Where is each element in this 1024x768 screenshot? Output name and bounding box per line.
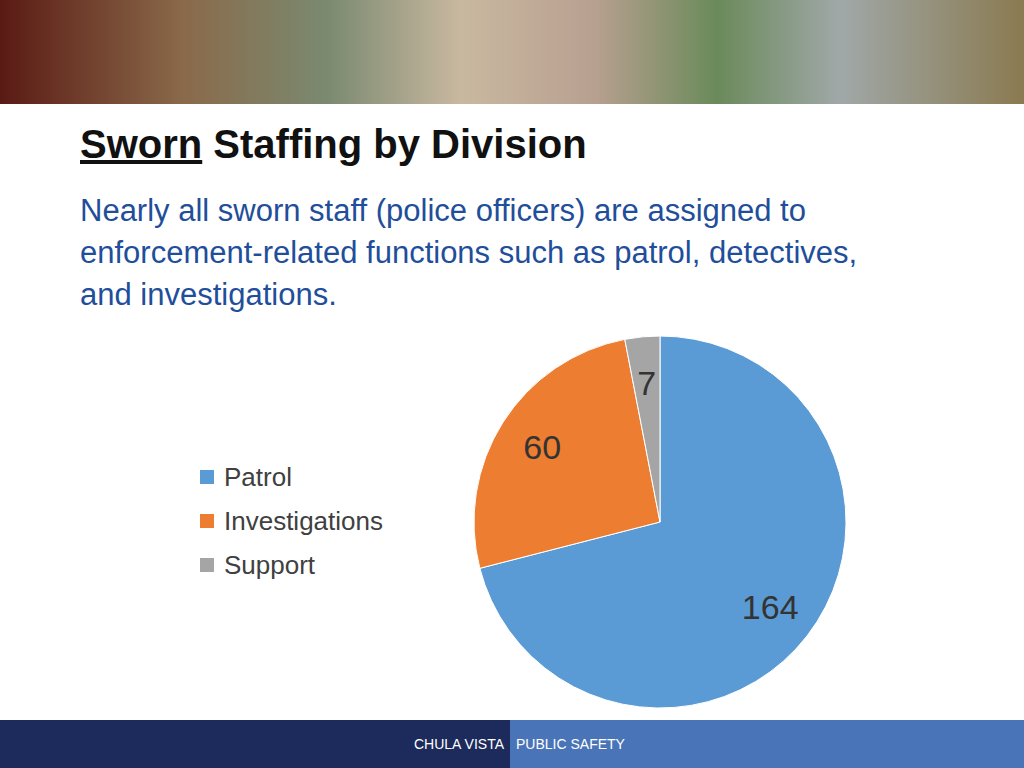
html-text:Investigations: Investigations bbox=[224, 505, 383, 536]
svg-text:7: 7 bbox=[637, 364, 656, 402]
html-text:Sworn Staffing by Division: Sworn Staffing by Division bbox=[80, 122, 587, 166]
html-text:CHULA VISTA: CHULA VISTA bbox=[414, 736, 504, 752]
html-text:PUBLIC SAFETY: PUBLIC SAFETY bbox=[516, 736, 625, 752]
html-text:Support: Support bbox=[224, 549, 316, 580]
html-text:Patrol: Patrol bbox=[224, 461, 292, 492]
html-text:Nearly all sworn staff (police: Nearly all sworn staff (police officers)… bbox=[80, 193, 858, 312]
svg-text:164: 164 bbox=[742, 588, 799, 626]
svg-text:60: 60 bbox=[523, 428, 561, 466]
